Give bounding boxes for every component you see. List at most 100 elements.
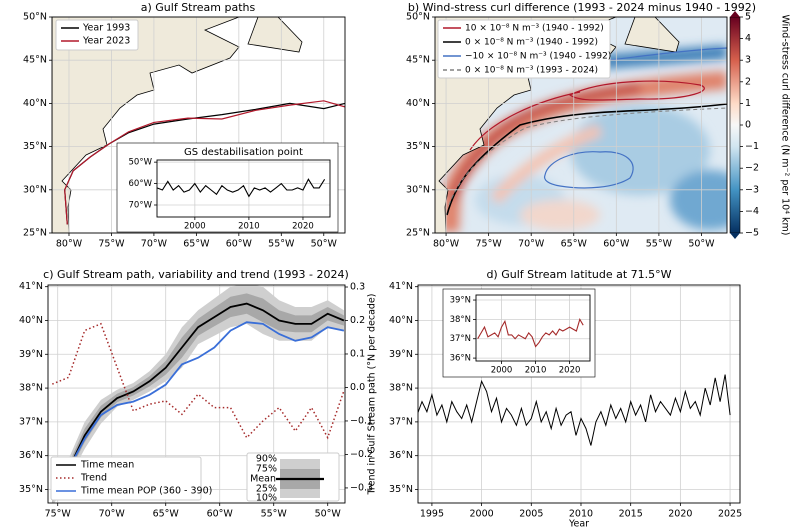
y-tick-label: 40°N	[23, 98, 47, 109]
legend: 10 × 10⁻⁸ N m⁻³ (1940 - 1992) 0 × 10⁻⁸ N …	[437, 19, 611, 79]
colorbar	[729, 16, 741, 234]
series-line	[51, 302, 345, 501]
panel-title: a) Gulf Stream paths	[141, 1, 256, 14]
x-tick-label: 2010	[238, 222, 260, 232]
colorbar-tick-label: −2	[745, 163, 759, 174]
y-tick-label: 60°W	[129, 179, 153, 189]
series-line	[51, 321, 345, 501]
x-tick-label: 80°W	[56, 239, 83, 250]
series-line	[418, 374, 731, 446]
x-tick-label: 2010	[569, 509, 593, 520]
x-tick-label: 1995	[420, 509, 444, 520]
map-data	[64, 100, 345, 225]
x-tick-label: 75°W	[98, 239, 125, 250]
y-tick-label: 39°N	[450, 296, 471, 306]
inset-line	[156, 178, 326, 198]
axes-frame	[417, 284, 741, 504]
y2-tick-label: 0.0	[350, 382, 365, 393]
y-tick-label: 35°N	[389, 484, 413, 495]
y2-axis-label: Trend in Gulf Stream path (°N per decade…	[367, 294, 378, 496]
recent-zero-contour	[448, 107, 727, 206]
x-tick-label: 60°W	[603, 239, 630, 250]
x-tick-label: 2020	[559, 366, 581, 376]
x-tick-label: 2000	[184, 222, 206, 232]
legend-label: Trend	[80, 473, 107, 484]
y-tick-label: 40°N	[389, 315, 413, 326]
y-tick-label: 41°N	[19, 281, 43, 292]
axes-frame	[51, 16, 346, 234]
x-tick-label: 65°W	[183, 239, 210, 250]
legend: Year 1993 Year 2023	[55, 19, 139, 51]
percentile-band	[52, 293, 344, 503]
colorbar-label: Wind-stress curl difference (N m⁻² per 1…	[780, 14, 791, 235]
legend-label: 75%	[256, 464, 277, 475]
y-tick-label: 45°N	[23, 55, 47, 66]
panel-title: c) Gulf Stream path, variability and tre…	[43, 268, 349, 281]
x-tick-label: 75°W	[45, 509, 72, 520]
legend-label: 0 × 10⁻⁸ N m⁻³ (1993 - 2024)	[465, 66, 598, 76]
x-tick-label: 65°W	[153, 509, 180, 520]
inset-title: GS destabilisation point	[184, 147, 303, 158]
y-tick-label: 37°N	[450, 334, 471, 344]
percentile-legend: 90%75% 25%10% Mean	[246, 452, 340, 504]
inset-plot	[156, 178, 326, 198]
y-tick-label: 35°N	[406, 141, 430, 152]
panel-title: d) Gulf Stream latitude at 71.5°W	[486, 268, 671, 281]
x-tick-label: 55°W	[646, 239, 673, 250]
y-tick-label: 25°N	[23, 228, 47, 239]
colorbar-extend	[730, 233, 740, 239]
inset-line	[477, 318, 584, 348]
y2-tick-label: 0.2	[350, 315, 365, 326]
axes: 2000 2010 2020 36°N 37°N 38°N 39°N	[450, 295, 590, 376]
x-tick-label: 50°W	[315, 509, 342, 520]
legend-label: Mean	[250, 474, 276, 485]
y-tick-label: 38°N	[19, 383, 43, 394]
legend-label: Year 1993	[82, 23, 130, 34]
plot-data	[51, 285, 345, 503]
legend-label: 10%	[256, 493, 277, 504]
x-tick-label: 65°W	[561, 239, 588, 250]
y-tick-label: 35°N	[23, 141, 47, 152]
colorbar-tick-label: 5	[745, 12, 751, 23]
x-tick-label: 60°W	[207, 509, 234, 520]
y-tick-label: 41°N	[389, 281, 413, 292]
x-tick-label: 70°W	[99, 509, 126, 520]
x-tick-label: 50°W	[311, 239, 338, 250]
colorbar-tick-label: 3	[745, 55, 751, 66]
y-tick-label: 37°N	[19, 416, 43, 427]
legend-label: 90%	[256, 454, 277, 465]
y2-tick-label: 0.3	[350, 282, 365, 293]
legend-box	[437, 19, 611, 79]
path-line	[64, 100, 345, 225]
axes-frame	[475, 294, 591, 362]
y-tick-label: 38°N	[389, 383, 413, 394]
x-tick-label: 70°W	[141, 239, 168, 250]
colorbar-tick-label: 1	[745, 98, 751, 109]
legend: Time mean Trend Time mean POP (360 - 390)	[50, 456, 212, 501]
colorbar-tick-label: −4	[745, 206, 759, 217]
y-tick-label: 40°N	[19, 315, 43, 326]
legend-label: 25%	[256, 484, 277, 495]
y-tick-label: 50°N	[23, 12, 47, 23]
colorbar-tick-label: 2	[745, 76, 751, 87]
axes: 2000 2010 2020 70°W 60°W 50°W	[129, 158, 330, 232]
y-tick-label: 70°W	[129, 201, 153, 211]
colorbar-tick-label: 0	[745, 120, 751, 131]
x-tick-label: 2015	[619, 509, 643, 520]
x-tick-label: 60°W	[226, 239, 253, 250]
colorbar-tick-label: 4	[745, 33, 751, 44]
x-tick-label: 55°W	[261, 509, 288, 520]
colorbar-tick-label: −1	[745, 141, 759, 152]
series-line	[52, 322, 345, 440]
y-tick-label: 39°N	[19, 349, 43, 360]
y-tick-label: 36°N	[19, 450, 43, 461]
inset-plot	[477, 318, 584, 348]
colorbar-tick-label: −3	[745, 184, 759, 195]
x-tick-label: 50°W	[688, 239, 715, 250]
y-tick-label: 50°W	[129, 158, 153, 168]
y-tick-label: 30°N	[406, 184, 430, 195]
y-tick-label: 40°N	[406, 98, 430, 109]
legend-label: −10 × 10⁻⁸ N m⁻³ (1940 - 1992)	[465, 52, 611, 62]
